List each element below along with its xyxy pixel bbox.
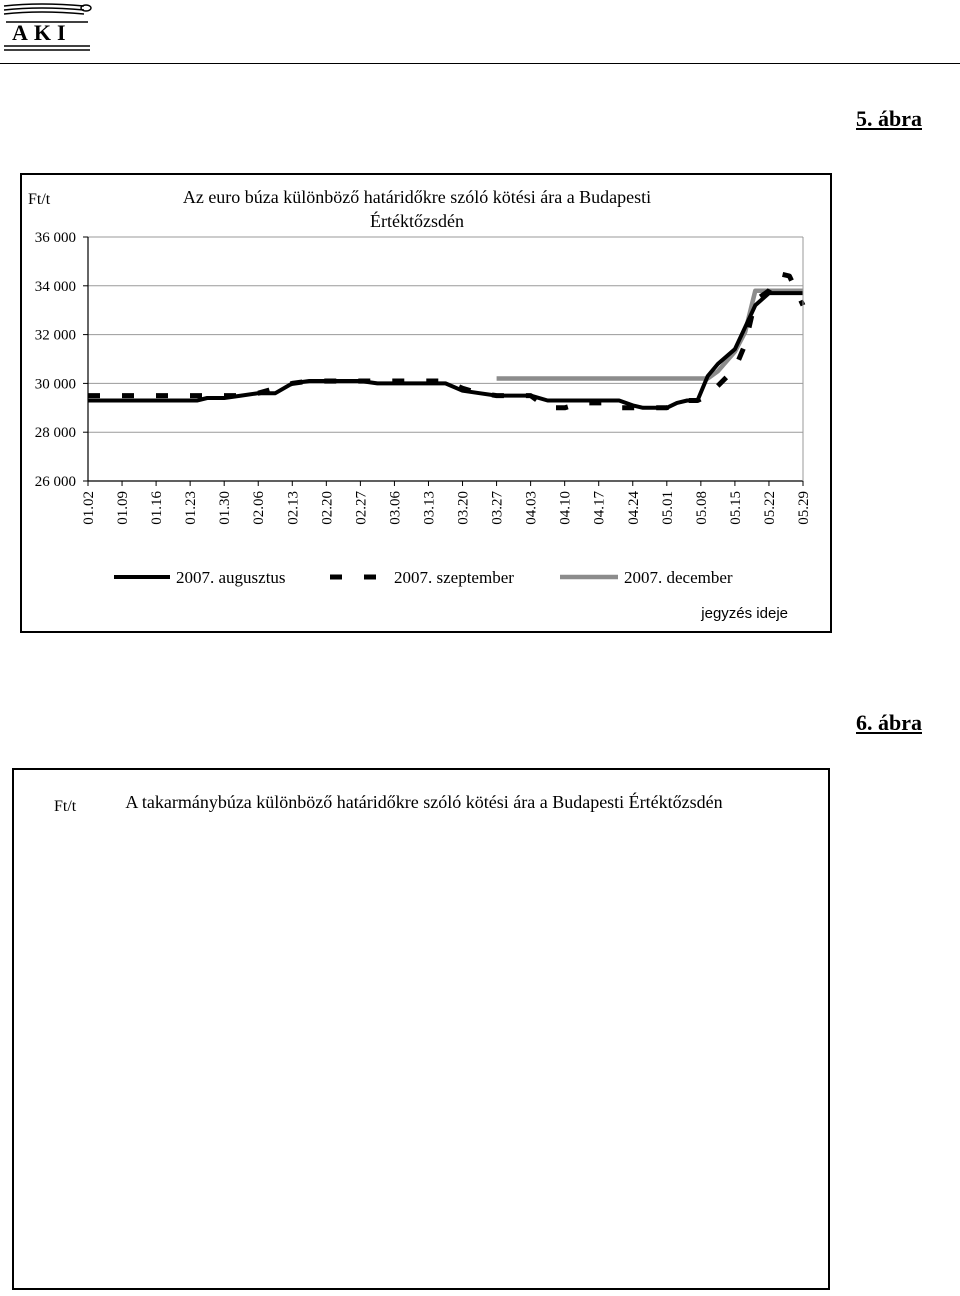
chart1-ytick-label: 32 000	[35, 328, 76, 344]
chart1-ytick-label: 30 000	[35, 376, 76, 392]
chart2-panel: Ft/t A takarmánybúza különböző határidők…	[12, 768, 830, 1290]
chart1-xtick-label: 05.01	[660, 491, 676, 525]
chart1-xtick-label: 02.20	[319, 491, 335, 525]
chart1-xtick-label: 04.24	[626, 491, 642, 525]
chart1-ytick-label: 34 000	[35, 279, 76, 295]
chart1-series-line-3	[496, 288, 803, 381]
chart1-title: Az euro búza különböző határidőkre szóló…	[182, 187, 652, 231]
chart1-legend-label-1: 2007. augusztus	[176, 568, 286, 587]
chart1-xtick-label: 05.29	[796, 491, 812, 525]
figure5-label: 5. ábra	[856, 106, 922, 131]
logo-text: AKI	[12, 20, 72, 45]
chart2-unit: Ft/t	[54, 798, 77, 815]
chart1-xtick-label: 01.09	[115, 491, 131, 525]
chart1-series-line-2	[88, 271, 806, 411]
chart1-xtick-label: 03.13	[421, 491, 437, 525]
chart1-xtick-label: 05.15	[728, 491, 744, 525]
chart1-xtick-label: 04.03	[524, 491, 540, 525]
chart1-series-line-1	[88, 291, 803, 410]
chart1-xlabel: jegyzés ideje	[700, 605, 788, 622]
aki-logo: AKI	[3, 3, 92, 51]
chart1-legend-label-2: 2007. szeptember	[394, 568, 514, 587]
chart1-xtick-label: 03.20	[456, 491, 472, 525]
figure6-label: 6. ábra	[856, 710, 922, 735]
chart1-ytick-label: 28 000	[35, 425, 76, 441]
chart1-xtick-label: 03.06	[387, 491, 403, 525]
chart1-xtick-label: 02.27	[353, 491, 369, 525]
chart1-xtick-label: 03.27	[490, 490, 506, 524]
chart1-xtick-label: 02.13	[285, 491, 301, 525]
chart1-xtick-label: 04.10	[558, 491, 574, 525]
chart2-title: A takarmánybúza különböző határidőkre sz…	[125, 792, 723, 812]
chart1-xtick-label: 01.16	[149, 491, 165, 525]
chart1-ytick-label: 26 000	[35, 474, 76, 490]
chart1-xtick-label: 01.30	[217, 491, 233, 525]
chart1-legend-label-3: 2007. december	[624, 568, 733, 587]
chart1-xtick-label: 02.06	[251, 491, 267, 525]
chart1-xtick-label: 01.23	[183, 491, 199, 525]
chart1-unit: Ft/t	[28, 191, 51, 208]
chart1-xtick-label: 05.22	[762, 491, 778, 525]
header-rule	[0, 63, 960, 64]
chart1-xtick-label: 04.17	[592, 491, 608, 525]
chart1-ytick-label: 36 000	[35, 230, 76, 246]
chart1-xtick-label: 05.08	[694, 491, 710, 525]
chart1-xtick-label: 01.02	[81, 491, 97, 525]
